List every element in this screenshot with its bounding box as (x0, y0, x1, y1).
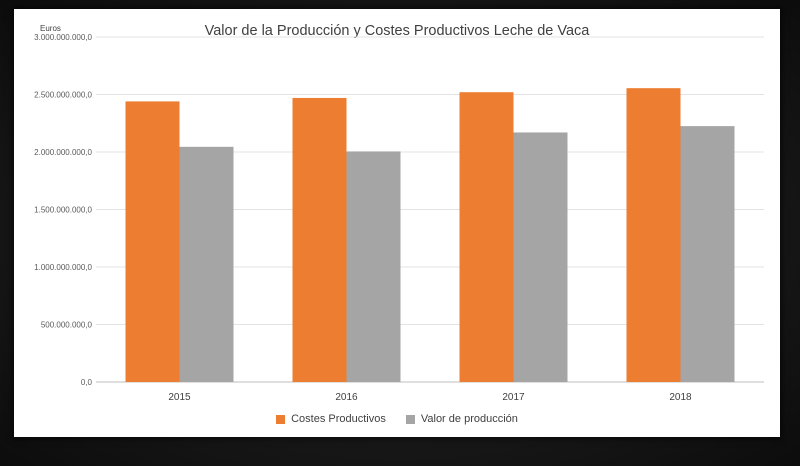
bar-valor-2018 (680, 126, 735, 382)
y-tick-label: 1.500.000.000,0 (34, 206, 92, 215)
legend-swatch-costes (276, 414, 286, 424)
bar-valor-2015 (179, 146, 234, 382)
x-tick-label: 2017 (502, 392, 525, 403)
legend-swatch-valor (405, 414, 415, 424)
bar-costes-2016 (292, 97, 347, 382)
y-axis-unit-label: Euros (40, 24, 61, 33)
bar-valor-2016 (346, 151, 401, 382)
legend-label-valor: Valor de producción (420, 413, 518, 425)
y-tick-label: 1.000.000.000,0 (34, 263, 92, 272)
bar-chart: Euros 0,0 500.000.000,0 1.000.000.000,0 1.50… (34, 24, 764, 403)
y-tick-label: 2.000.000.000,0 (34, 148, 92, 157)
y-tick-label: 2.500.000.000,0 (34, 91, 92, 100)
y-tick-label: 0,0 (81, 378, 93, 387)
x-tick-label: 2016 (335, 392, 358, 403)
legend-item-valor: Valor de producción (405, 413, 518, 425)
chart-title: Valor de la Producción y Costes Producti… (204, 23, 590, 39)
legend-item-costes: Costes Productivos (276, 413, 386, 425)
chart-legend: Costes Productivos Valor de producción (14, 413, 780, 425)
y-tick-label: 3.000.000.000,0 (34, 33, 92, 42)
bar-costes-2017 (459, 92, 514, 382)
chart-card: Valor de la Producción y Costes Producti… (14, 9, 780, 437)
x-tick-label: 2015 (168, 392, 191, 403)
bar-valor-2017 (513, 132, 568, 382)
y-tick-label: 500.000.000,0 (41, 321, 93, 330)
bar-costes-2018 (626, 88, 681, 383)
legend-label-costes: Costes Productivos (291, 413, 386, 425)
bar-costes-2015 (125, 101, 180, 383)
x-tick-label: 2018 (669, 392, 692, 403)
